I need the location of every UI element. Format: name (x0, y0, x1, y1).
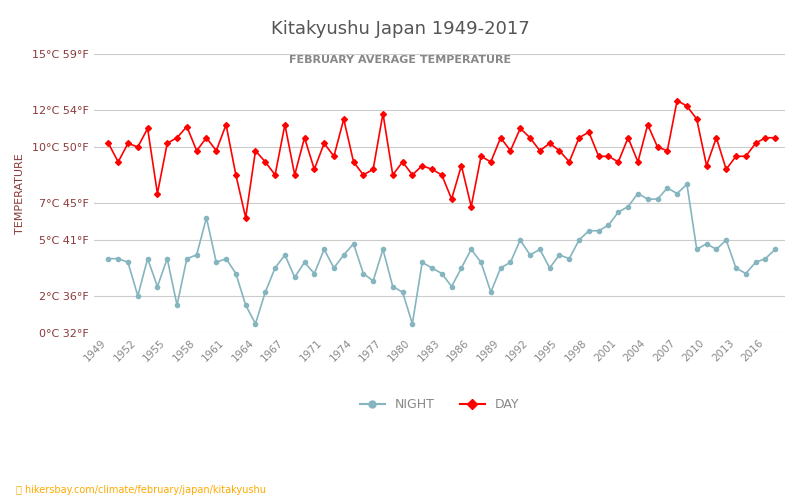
Text: FEBRUARY AVERAGE TEMPERATURE: FEBRUARY AVERAGE TEMPERATURE (289, 55, 511, 65)
Text: 🔶 hikersbay.com/climate/february/japan/kitakyushu: 🔶 hikersbay.com/climate/february/japan/k… (16, 485, 266, 495)
Legend: NIGHT, DAY: NIGHT, DAY (354, 393, 524, 416)
Y-axis label: TEMPERATURE: TEMPERATURE (15, 153, 25, 234)
Text: Kitakyushu Japan 1949-2017: Kitakyushu Japan 1949-2017 (270, 20, 530, 38)
